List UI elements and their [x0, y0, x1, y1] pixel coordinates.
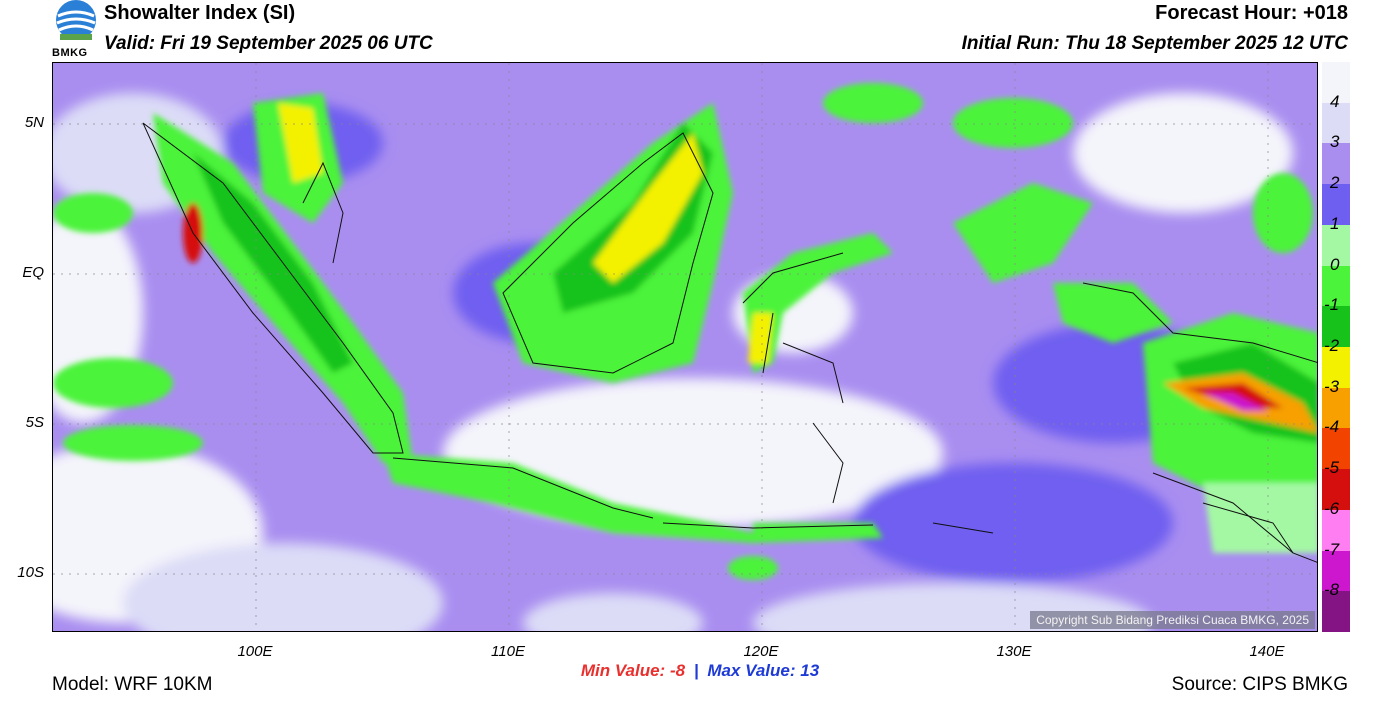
legend-label: -2 — [1324, 336, 1340, 355]
min-label: Min Value: — [580, 661, 666, 680]
legend-swatch — [1322, 143, 1350, 185]
legend-label: -7 — [1324, 539, 1340, 559]
lon-label-140e: 140E — [1249, 643, 1285, 660]
legend-label: -1 — [1324, 295, 1340, 315]
lon-label-130e: 130E — [996, 643, 1032, 660]
legend-label: -3 — [1324, 376, 1340, 396]
max-label: Max Value: — [707, 661, 796, 680]
lat-label-5n: 5N — [24, 114, 44, 131]
map-gridlines — [53, 63, 1317, 631]
showalter-map: Copyright Sub Bidang Prediksi Cuaca BMKG… — [52, 62, 1318, 632]
legend-swatch — [1322, 509, 1350, 552]
legend-label: -6 — [1324, 498, 1340, 518]
legend-label: 2 — [1330, 173, 1340, 193]
legend-swatch — [1322, 591, 1350, 633]
valid-time: Valid: Fri 19 September 2025 06 UTC — [104, 33, 433, 54]
min-value: -8 — [669, 661, 686, 680]
min-max-values: Min Value: -8 | Max Value: 13 — [0, 661, 1400, 681]
max-value: 13 — [800, 661, 820, 680]
source-label: Source: CIPS BMKG — [1171, 674, 1348, 695]
legend-swatch — [1322, 306, 1350, 348]
legend-label: 3 — [1330, 132, 1340, 152]
legend-swatch — [1322, 469, 1350, 511]
lon-label-120e: 120E — [743, 643, 779, 660]
lat-label-eq: EQ — [22, 264, 44, 281]
legend-swatch — [1322, 428, 1350, 470]
initial-run: Initial Run: Thu 18 September 2025 12 UT… — [961, 33, 1348, 54]
legend-label: -8 — [1324, 580, 1340, 600]
lat-label-10s: 10S — [17, 564, 44, 581]
legend-swatch — [1322, 387, 1350, 429]
legend-label: 1 — [1330, 213, 1340, 233]
logo-text: BMKG — [52, 47, 88, 59]
forecast-hour: Forecast Hour: +018 — [1155, 2, 1348, 24]
lon-label-110e: 110E — [491, 643, 525, 660]
legend-swatch — [1322, 224, 1350, 267]
legend-label: -5 — [1324, 458, 1340, 478]
legend-swatch — [1322, 265, 1350, 307]
legend-swatch — [1322, 62, 1350, 104]
model-label: Model: WRF 10KM — [52, 674, 213, 695]
bmkg-logo-icon — [56, 0, 96, 40]
lon-label-100e: 100E — [237, 643, 273, 660]
color-legend — [1322, 62, 1350, 633]
legend-label: -4 — [1324, 417, 1340, 437]
legend-label: 4 — [1330, 91, 1340, 111]
map-canvas — [53, 63, 1317, 631]
legend-swatch — [1322, 102, 1350, 144]
min-max-separator: | — [693, 661, 699, 680]
coastlines — [142, 122, 1317, 563]
legend-swatch — [1322, 347, 1350, 389]
lat-label-5s: 5S — [25, 414, 44, 431]
legend-swatch — [1322, 550, 1350, 592]
map-title: Showalter Index (SI) — [104, 2, 296, 24]
copyright-notice: Copyright Sub Bidang Prediksi Cuaca BMKG… — [1030, 611, 1315, 629]
legend-label: 0 — [1330, 254, 1340, 274]
legend-swatch — [1322, 184, 1350, 226]
